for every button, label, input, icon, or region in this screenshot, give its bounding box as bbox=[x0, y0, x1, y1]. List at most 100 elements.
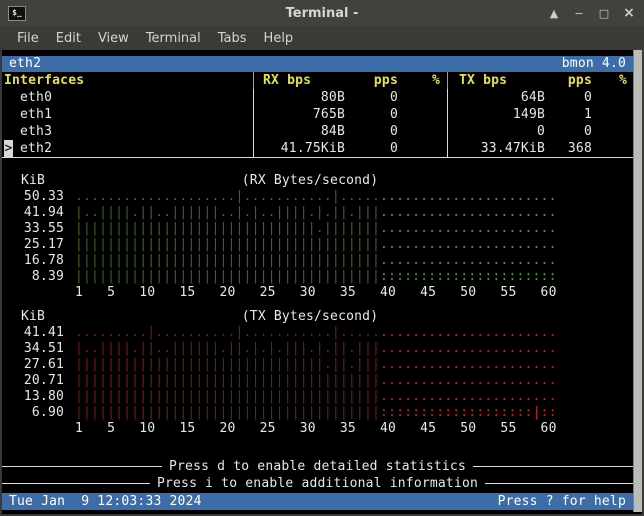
y-tick-label: 6.90 bbox=[2, 405, 64, 421]
close-icon[interactable]: × bbox=[623, 5, 635, 21]
rx-nodata-dots: :::::::::::::::::::::: bbox=[380, 269, 557, 284]
tx-bars: .........|..........|...........|..... bbox=[75, 325, 380, 340]
rule-line bbox=[473, 466, 633, 467]
rule-line bbox=[2, 483, 150, 484]
rule-line bbox=[485, 483, 633, 484]
header-tx-bps: TX bps bbox=[459, 72, 507, 89]
minimize-icon[interactable]: − bbox=[573, 7, 585, 20]
rx-graph-row: 50.33....................|...........|..… bbox=[2, 189, 633, 205]
tx-pps-value: 368 bbox=[568, 140, 592, 157]
rx-bps-value: 84B bbox=[321, 123, 345, 140]
interface-row-eth0[interactable]: eth0 80B 0 64B 0 bbox=[2, 89, 633, 106]
rx-pps-value: 0 bbox=[390, 140, 398, 157]
interface-row-eth1[interactable]: eth1765B0149B1 bbox=[2, 106, 633, 123]
x-axis-labels: 1 5 10 15 20 25 30 35 40 45 50 55 60 bbox=[75, 421, 557, 436]
tx-nodata-dots: :::::::::::::::::::|:: bbox=[380, 405, 557, 420]
rx-nodata-dots: ...................... bbox=[380, 237, 557, 252]
header-rx-bps: RX bps bbox=[263, 72, 311, 89]
y-tick-label: 33.55 bbox=[2, 221, 64, 237]
rx-pps-value: 0 bbox=[390, 106, 398, 123]
bmon-screen: eth2bmon 4.0 InterfacesRX bpspps%TX bpsp… bbox=[2, 50, 642, 512]
column-separator bbox=[447, 72, 448, 89]
header-interfaces: Interfaces bbox=[4, 72, 84, 89]
tx-graph-title-row: KiB(TX Bytes/second) bbox=[2, 309, 633, 325]
tx-graph: KiB(TX Bytes/second) 41.41 .........|....… bbox=[2, 309, 633, 437]
tx-graph-title: (TX Bytes/second) bbox=[75, 309, 545, 325]
menu-help[interactable]: Help bbox=[257, 29, 301, 48]
rx-graph-title-row: KiB (RX Bytes/second) bbox=[2, 173, 633, 189]
tx-bars: |||||||||||||||||||||||||||||||.||.||| bbox=[75, 357, 380, 372]
menu-file[interactable]: File bbox=[10, 29, 46, 48]
menu-terminal[interactable]: Terminal bbox=[139, 29, 208, 48]
scrollbar[interactable] bbox=[633, 50, 642, 512]
tx-graph-row: 6.90 ||||||||||||||||||||||||||||||||||||… bbox=[2, 405, 633, 421]
rx-graph-row: 33.55 ||||||||||||||||||||||||||||||.||||… bbox=[2, 221, 633, 237]
status-help-hint: Press ? for help bbox=[498, 493, 626, 510]
rx-x-axis: 1 5 10 15 20 25 30 35 40 45 50 55 60 bbox=[2, 285, 633, 301]
x-axis-labels: 1 5 10 15 20 25 30 35 40 45 50 55 60 bbox=[75, 285, 557, 300]
menu-tabs[interactable]: Tabs bbox=[211, 29, 254, 48]
hint-text: Press d to enable detailed statistics bbox=[169, 459, 466, 474]
tx-bars: |||||||||||||||||||||||||||||||||||||| bbox=[75, 405, 380, 420]
interface-name: eth0 bbox=[20, 89, 52, 106]
tx-bps-value: 0 bbox=[537, 123, 545, 140]
rx-bps-value: 80B bbox=[321, 89, 345, 106]
maximize-icon[interactable]: □ bbox=[598, 7, 610, 20]
column-separator bbox=[253, 72, 254, 89]
rule-line bbox=[2, 466, 162, 467]
terminal-icon: $_ bbox=[8, 6, 26, 21]
rx-unit-label: KiB bbox=[2, 173, 64, 189]
tx-nodata-dots: ...................... bbox=[380, 357, 557, 372]
interface-table: InterfacesRX bpspps%TX bpspps% eth080B06… bbox=[2, 72, 633, 157]
tx-graph-row: 34.51|..||||.||..||||||.||.|.|.|||.|.||.… bbox=[2, 341, 633, 357]
tx-graph-row: 27.61|||||||||||||||||||||||||||||||.||.… bbox=[2, 357, 633, 373]
menu-view[interactable]: View bbox=[91, 29, 136, 48]
y-tick-label: 34.51 bbox=[2, 341, 64, 357]
rx-graph-title: (RX Bytes/second) bbox=[75, 173, 545, 189]
header-tx-pps: pps bbox=[568, 72, 592, 89]
tx-pps-value: 0 bbox=[584, 123, 592, 140]
rx-nodata-dots: ...................... bbox=[380, 205, 557, 220]
tx-bars: |||||||||||||||||||||||||||||||||||||| bbox=[75, 389, 380, 404]
rx-bars: |..||||.||..||||||..|.|..||||.|.||.||| bbox=[75, 205, 380, 220]
interface-name: eth3 bbox=[20, 123, 52, 140]
tx-nodata-dots: ...................... bbox=[380, 373, 557, 388]
y-tick-label: 13.80 bbox=[2, 389, 64, 405]
rx-graph-row: 16.78|||||||||||||||||||||||||||||||||||… bbox=[2, 253, 633, 269]
tx-bps-value: 64B bbox=[521, 89, 545, 106]
interface-row-eth3[interactable]: eth3 84B 0 0 0 bbox=[2, 123, 633, 140]
tx-graph-row: 13.80 |||||||||||||||||||||||||||||||||||… bbox=[2, 389, 633, 405]
column-separator bbox=[447, 89, 448, 157]
rx-bars: ||||||||||||||||||||||||||||||.||||||| bbox=[75, 221, 380, 236]
menubar: FileEditViewTerminalTabsHelp bbox=[0, 26, 644, 50]
header-rx-pct: % bbox=[432, 72, 440, 89]
selection-cursor: > bbox=[4, 140, 13, 157]
header-tx-pct: % bbox=[619, 72, 627, 89]
y-tick-label: 41.94 bbox=[2, 205, 64, 221]
terminal-window: $_ Terminal - ▲−□× FileEditViewTerminalT… bbox=[0, 0, 644, 516]
hint-line-additional: Press i to enable additional information bbox=[2, 475, 633, 491]
table-bottom-rule bbox=[2, 157, 633, 158]
status-datetime: Tue Jan 9 12:03:33 2024 bbox=[9, 493, 202, 510]
y-tick-label: 50.33 bbox=[2, 189, 64, 205]
shade-icon[interactable]: ▲ bbox=[548, 7, 560, 20]
rx-graph-row: 41.94 |..||||.||..||||||..|.|..||||.|.||.… bbox=[2, 205, 633, 221]
bmon-version: bmon 4.0 bbox=[562, 56, 626, 72]
tx-pps-value: 0 bbox=[584, 89, 592, 106]
menu-edit[interactable]: Edit bbox=[49, 29, 88, 48]
rx-pps-value: 0 bbox=[390, 89, 398, 106]
tx-graph-row: 20.71|||||||||||||||||||||||||||||||||||… bbox=[2, 373, 633, 389]
window-buttons: ▲−□ × bbox=[548, 5, 644, 21]
rx-bps-value: 765B bbox=[313, 106, 345, 123]
selected-interface-title: eth2 bbox=[9, 56, 41, 72]
interface-name: eth2 bbox=[20, 140, 52, 157]
rx-pps-value: 0 bbox=[390, 123, 398, 140]
rx-bars: |||||||||||||||||||||||||||||||||||||| bbox=[75, 237, 380, 252]
tx-nodata-dots: ...................... bbox=[380, 341, 557, 356]
interface-row-eth2-selected[interactable]: >eth241.75KiB033.47KiB368 bbox=[2, 140, 633, 157]
rx-graph: KiB (RX Bytes/second) 50.33..............… bbox=[2, 173, 633, 301]
y-tick-label: 41.41 bbox=[2, 325, 64, 341]
tx-pps-value: 1 bbox=[584, 106, 592, 123]
tx-bps-value: 33.47KiB bbox=[481, 140, 545, 157]
rx-graph-row: 8.39||||||||||||||||||||||||||||||||||||… bbox=[2, 269, 633, 285]
